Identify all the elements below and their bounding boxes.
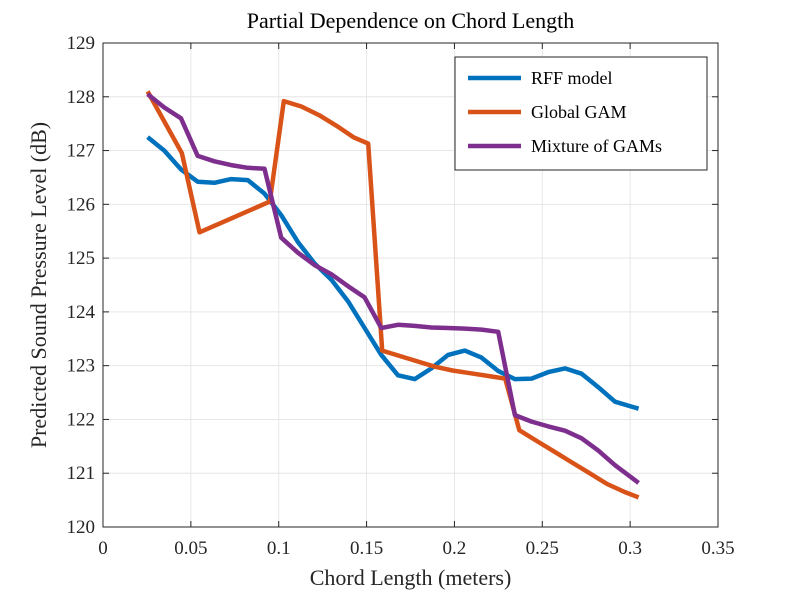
y-tick-label: 125 (67, 248, 96, 269)
x-tick-label: 0.35 (701, 538, 734, 559)
y-tick-label: 129 (67, 33, 96, 54)
y-tick-label: 121 (67, 463, 96, 484)
x-tick-label: 0.15 (350, 538, 383, 559)
y-tick-label: 123 (67, 356, 96, 377)
y-tick-label: 124 (67, 302, 96, 323)
y-tick-label: 122 (67, 409, 96, 430)
y-axis-label: Predicted Sound Pressure Level (dB) (26, 122, 51, 448)
x-tick-label: 0.3 (618, 538, 642, 559)
x-axis-label: Chord Length (meters) (310, 565, 512, 590)
series-lines (145, 90, 640, 500)
chart-title: Partial Dependence on Chord Length (247, 8, 574, 33)
legend-label-0: RFF model (531, 68, 613, 88)
legend-label-2: Mixture of GAMs (531, 136, 662, 156)
y-tick-label: 127 (67, 141, 96, 162)
series-line-0 (146, 135, 640, 411)
series-line-2 (146, 92, 640, 485)
ticks: 0 0.05 0.1 0.15 0.2 0.25 0.3 0.35 120 121 122 123 12… (67, 33, 735, 559)
y-tick-label: 128 (67, 87, 96, 108)
legend: RFF model Global GAM Mixture of GAMs (454, 56, 708, 171)
x-tick-label: 0.1 (267, 538, 291, 559)
x-tick-label: 0.05 (174, 538, 207, 559)
y-tick-label: 126 (67, 194, 96, 215)
x-tick-label: 0.25 (526, 538, 559, 559)
x-tick-label: 0.2 (443, 538, 467, 559)
axes-box (102, 42, 719, 528)
series-line-1 (145, 90, 640, 500)
x-tick-label: 0 (98, 538, 108, 559)
y-tick-label: 120 (67, 517, 96, 538)
legend-label-1: Global GAM (531, 102, 627, 122)
